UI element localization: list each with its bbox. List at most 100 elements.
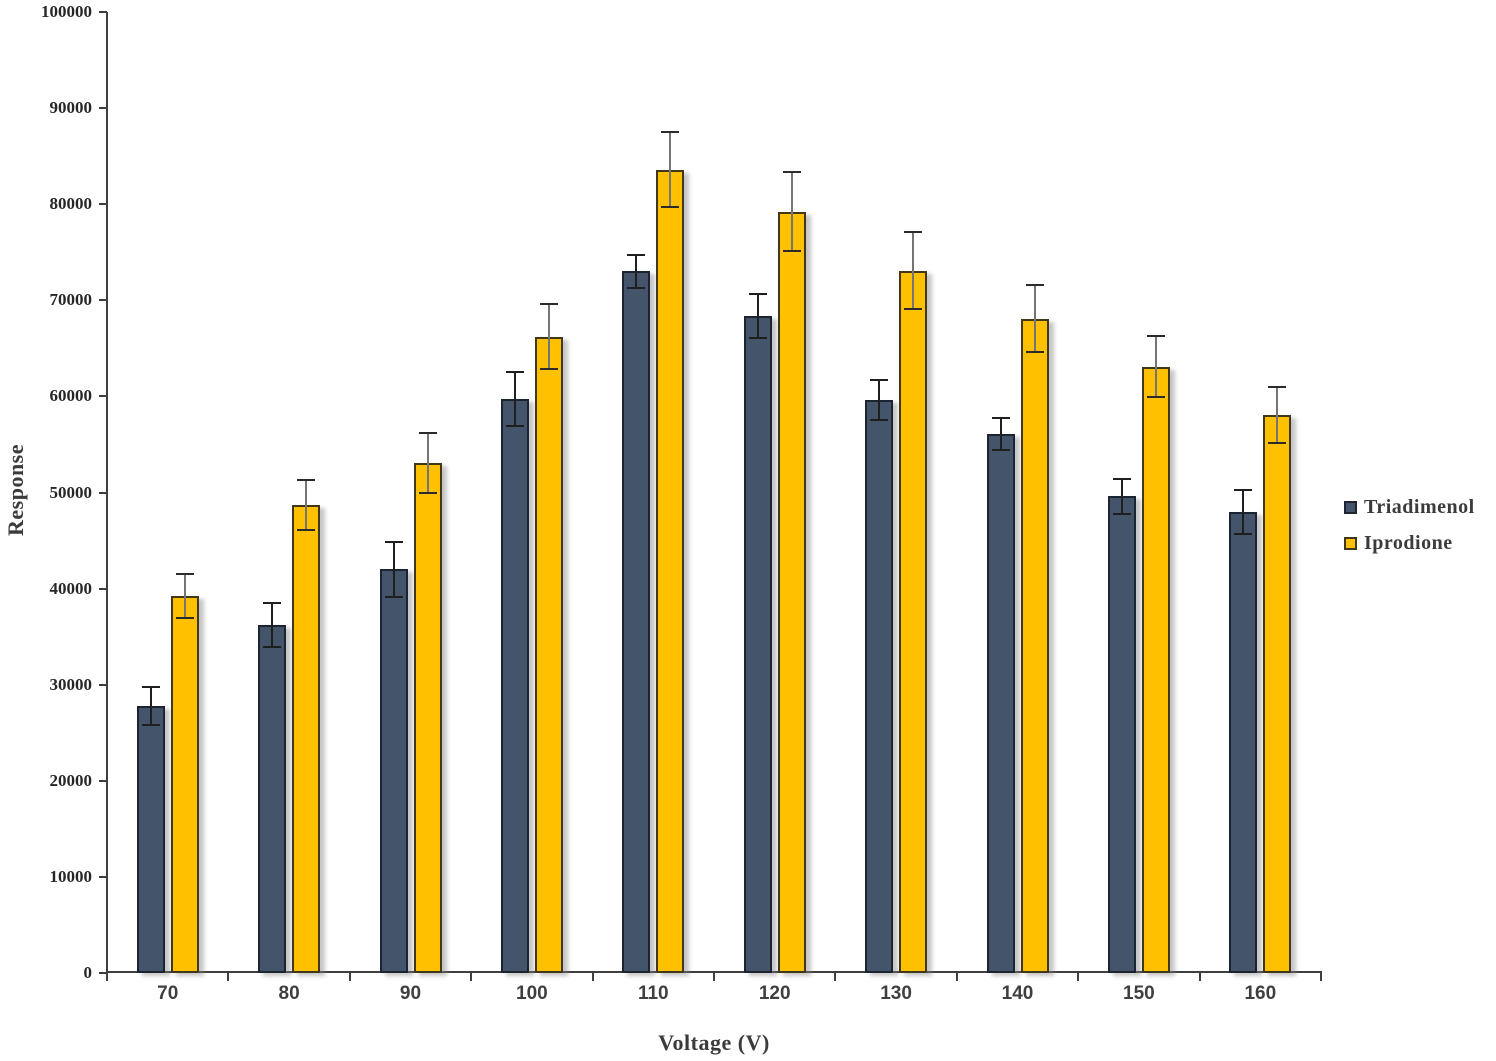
- y-tick: [99, 203, 107, 206]
- x-axis-line: [106, 971, 1322, 973]
- x-tick: [955, 973, 958, 981]
- errorbar-cap-bottom-triadimenol-160: [1234, 532, 1253, 535]
- x-axis-title: Voltage (V): [658, 1030, 770, 1055]
- x-tick: [470, 973, 473, 981]
- bar-triadimenol-70: [136, 705, 165, 973]
- errorbar-cap-top-triadimenol-150: [1112, 478, 1131, 481]
- errorbar-cap-bottom-triadimenol-120: [748, 336, 767, 339]
- bar-triadimenol-160: [1229, 511, 1258, 973]
- x-tick: [1320, 973, 1322, 981]
- x-tick-label: 90: [399, 983, 422, 1004]
- y-axis-line: [106, 12, 108, 973]
- errorbar-cap-bottom-triadimenol-110: [627, 286, 646, 289]
- errorbar-line-triadimenol-150: [1120, 479, 1123, 514]
- y-tick: [99, 779, 107, 782]
- errorbar-cap-top-iprodione-70: [175, 573, 194, 576]
- bar-triadimenol-100: [500, 399, 529, 973]
- errorbar-cap-bottom-triadimenol-100: [505, 425, 524, 428]
- errorbar-cap-bottom-iprodione-70: [175, 617, 194, 620]
- errorbar-cap-bottom-iprodione-130: [904, 307, 923, 310]
- y-tick: [99, 875, 107, 878]
- y-tick: [99, 683, 107, 686]
- bar-iprodione-140: [1020, 318, 1049, 973]
- x-tick-label: 100: [516, 983, 548, 1004]
- errorbar-line-triadimenol-90: [392, 541, 395, 598]
- bar-iprodione-100: [534, 336, 563, 973]
- x-tick: [1198, 973, 1201, 981]
- errorbar-cap-top-triadimenol-90: [384, 540, 403, 543]
- errorbar-cap-bottom-triadimenol-90: [384, 596, 403, 599]
- errorbar-line-iprodione-90: [426, 432, 429, 493]
- y-tick-label: 60000: [49, 386, 93, 406]
- errorbar-cap-top-triadimenol-140: [991, 416, 1010, 419]
- y-tick: [99, 972, 107, 974]
- y-tick: [99, 107, 107, 110]
- legend-item-iprodione: Iprodione: [1344, 532, 1475, 555]
- errorbar-cap-top-triadimenol-100: [505, 371, 524, 374]
- errorbar-cap-top-triadimenol-120: [748, 292, 767, 295]
- bar-triadimenol-80: [258, 625, 287, 973]
- x-tick: [591, 973, 594, 981]
- errorbar-line-iprodione-70: [183, 574, 186, 619]
- errorbar-line-iprodione-130: [912, 232, 915, 309]
- y-tick-label: 90000: [49, 98, 93, 118]
- errorbar-cap-top-iprodione-160: [1268, 385, 1287, 388]
- errorbar-line-iprodione-110: [669, 132, 672, 208]
- y-tick-label: 70000: [49, 290, 93, 310]
- x-tick: [713, 973, 715, 981]
- x-tick-label: 120: [758, 983, 791, 1004]
- errorbar-cap-top-iprodione-110: [661, 131, 680, 134]
- legend-label-iprodione: Iprodione: [1364, 532, 1453, 554]
- errorbar-cap-bottom-triadimenol-80: [263, 646, 282, 649]
- errorbar-cap-top-triadimenol-70: [141, 685, 160, 688]
- errorbar-cap-bottom-triadimenol-140: [991, 449, 1010, 452]
- errorbar-cap-bottom-iprodione-140: [1025, 351, 1044, 354]
- y-tick-label: 20000: [49, 770, 93, 790]
- bar-iprodione-110: [656, 169, 685, 973]
- errorbar-line-triadimenol-120: [756, 293, 759, 338]
- errorbar-cap-top-iprodione-150: [1146, 334, 1165, 337]
- y-tick: [99, 491, 107, 494]
- x-tick: [227, 973, 230, 981]
- bar-iprodione-90: [413, 462, 442, 973]
- y-tick-label: 80000: [49, 194, 93, 214]
- x-tick: [1077, 973, 1080, 981]
- bar-triadimenol-110: [622, 271, 651, 973]
- y-tick-label: 30000: [49, 674, 93, 694]
- legend-item-triadimenol: Triadimenol: [1344, 496, 1475, 519]
- errorbar-cap-bottom-iprodione-110: [661, 206, 680, 209]
- iprodione-swatch-icon: [1344, 537, 1357, 550]
- y-tick: [99, 395, 107, 398]
- errorbar-cap-bottom-iprodione-160: [1268, 441, 1287, 444]
- errorbar-cap-top-iprodione-130: [904, 231, 923, 234]
- errorbar-cap-bottom-iprodione-150: [1146, 396, 1165, 399]
- errorbar-cap-top-iprodione-140: [1025, 283, 1044, 286]
- errorbar-line-iprodione-160: [1276, 386, 1279, 443]
- x-tick-label: 140: [1001, 983, 1034, 1004]
- bar-iprodione-150: [1141, 366, 1170, 973]
- errorbar-cap-bottom-iprodione-90: [418, 491, 437, 494]
- errorbar-cap-bottom-triadimenol-150: [1112, 512, 1131, 515]
- errorbar-cap-bottom-iprodione-100: [539, 368, 558, 371]
- errorbar-line-iprodione-100: [547, 304, 550, 370]
- y-axis-title: Response: [3, 443, 28, 537]
- errorbar-cap-top-iprodione-120: [782, 171, 801, 174]
- errorbar-line-triadimenol-160: [1242, 489, 1245, 534]
- errorbar-cap-bottom-iprodione-80: [297, 528, 316, 531]
- errorbar-cap-bottom-triadimenol-70: [141, 724, 160, 727]
- y-tick-label: 100000: [41, 2, 92, 21]
- errorbar-line-triadimenol-70: [149, 686, 152, 726]
- x-tick-label: 150: [1123, 983, 1155, 1004]
- errorbar-cap-top-triadimenol-130: [870, 379, 889, 382]
- errorbar-cap-top-triadimenol-160: [1234, 488, 1253, 491]
- errorbar-cap-bottom-iprodione-120: [782, 250, 801, 253]
- x-tick: [348, 973, 351, 981]
- errorbar-line-iprodione-120: [790, 172, 793, 252]
- errorbar-line-iprodione-140: [1033, 284, 1036, 353]
- errorbar-line-triadimenol-80: [271, 603, 274, 648]
- bar-triadimenol-140: [986, 433, 1015, 973]
- x-tick: [106, 973, 108, 981]
- bar-iprodione-120: [777, 211, 806, 973]
- errorbar-line-iprodione-150: [1154, 335, 1157, 398]
